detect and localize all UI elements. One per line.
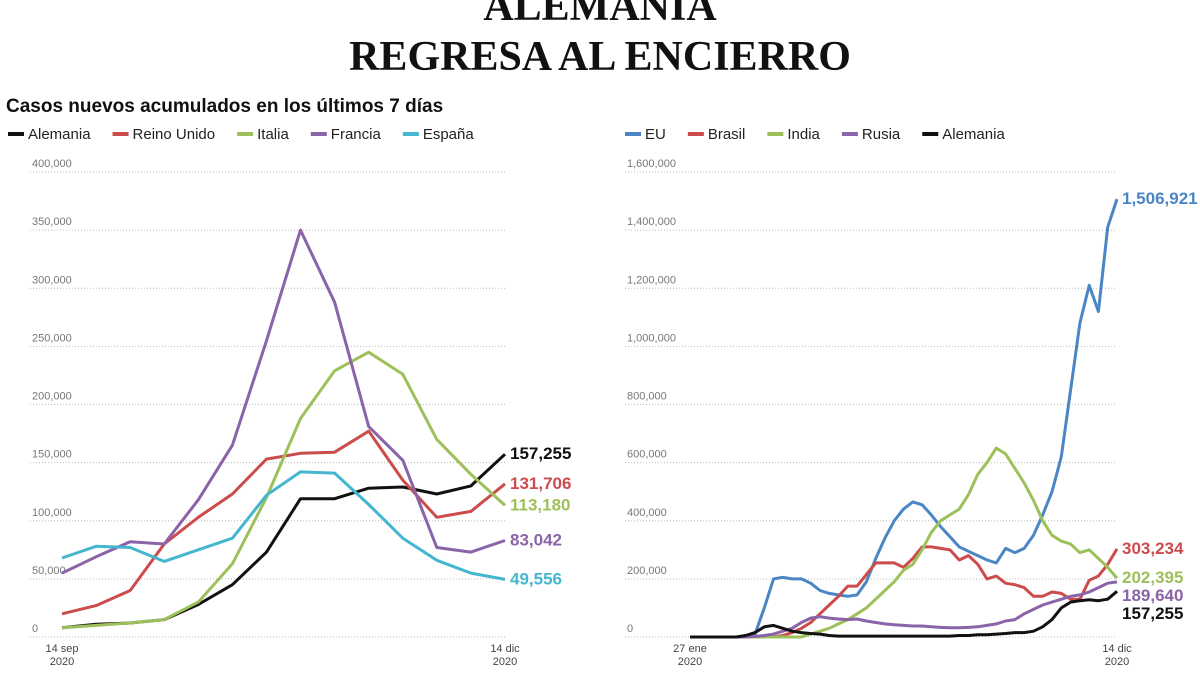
value-label: 303,234 bbox=[1122, 539, 1184, 558]
y-tick-label: 0 bbox=[32, 623, 38, 635]
y-tick-label: 1,200,000 bbox=[627, 274, 676, 286]
legend-label: Reino Unido bbox=[133, 126, 216, 143]
y-tick-label: 1,000,000 bbox=[627, 332, 676, 344]
legend-label: Alemania bbox=[28, 126, 91, 143]
legend-label: Brasil bbox=[708, 126, 746, 143]
series-line bbox=[690, 198, 1119, 639]
title-line: REGRESA AL ENCIERRO bbox=[349, 34, 851, 80]
x-tick-label: 27 ene 2020 bbox=[673, 643, 707, 668]
value-label: 157,255 bbox=[1122, 604, 1183, 623]
series-line bbox=[690, 446, 1119, 639]
y-tick-label: 350,000 bbox=[32, 216, 72, 228]
y-tick-label: 800,000 bbox=[627, 391, 667, 403]
x-tick-label: 14 dic 2020 bbox=[1102, 643, 1132, 668]
legend-label: India bbox=[787, 126, 820, 143]
legend-label: España bbox=[423, 126, 475, 143]
value-label: 83,042 bbox=[510, 530, 562, 549]
series-line bbox=[690, 545, 1119, 639]
y-tick-label: 400,000 bbox=[32, 158, 72, 170]
legend-label: Rusia bbox=[862, 126, 901, 143]
x-tick-label: 14 dic 2020 bbox=[490, 643, 520, 668]
value-label: 157,255 bbox=[510, 444, 571, 463]
y-tick-label: 50,000 bbox=[32, 565, 66, 577]
series-line bbox=[690, 590, 1118, 639]
y-tick-label: 0 bbox=[627, 623, 633, 635]
y-tick-label: 300,000 bbox=[32, 274, 72, 286]
y-tick-label: 1,400,000 bbox=[627, 216, 676, 228]
y-tick-label: 150,000 bbox=[32, 449, 72, 461]
y-tick-label: 100,000 bbox=[32, 507, 72, 519]
value-label: 189,640 bbox=[1122, 586, 1183, 605]
x-tick-label: 14 sep 2020 bbox=[45, 643, 79, 668]
y-tick-label: 600,000 bbox=[627, 449, 667, 461]
y-tick-label: 1,600,000 bbox=[627, 158, 676, 170]
series-line bbox=[690, 580, 1118, 639]
subtitle: Casos nuevos acumulados en los últimos 7… bbox=[6, 96, 443, 117]
legend-label: EU bbox=[645, 126, 666, 143]
legend-label: Italia bbox=[257, 126, 289, 143]
series-line bbox=[61, 228, 506, 575]
series-line bbox=[61, 350, 507, 630]
legend-label: Alemania bbox=[942, 126, 1005, 143]
value-label: 131,706 bbox=[510, 474, 571, 493]
title-line: ALEMANIA bbox=[483, 0, 717, 30]
value-label: 113,180 bbox=[510, 495, 571, 514]
y-tick-label: 400,000 bbox=[627, 507, 667, 519]
y-tick-label: 200,000 bbox=[32, 391, 72, 403]
y-tick-label: 200,000 bbox=[627, 565, 667, 577]
value-label: 49,556 bbox=[510, 569, 562, 588]
value-label: 1,506,921 bbox=[1122, 189, 1198, 208]
y-tick-label: 250,000 bbox=[32, 332, 72, 344]
legend-label: Francia bbox=[331, 126, 382, 143]
value-label: 202,395 bbox=[1122, 568, 1183, 587]
series-line bbox=[61, 470, 506, 581]
